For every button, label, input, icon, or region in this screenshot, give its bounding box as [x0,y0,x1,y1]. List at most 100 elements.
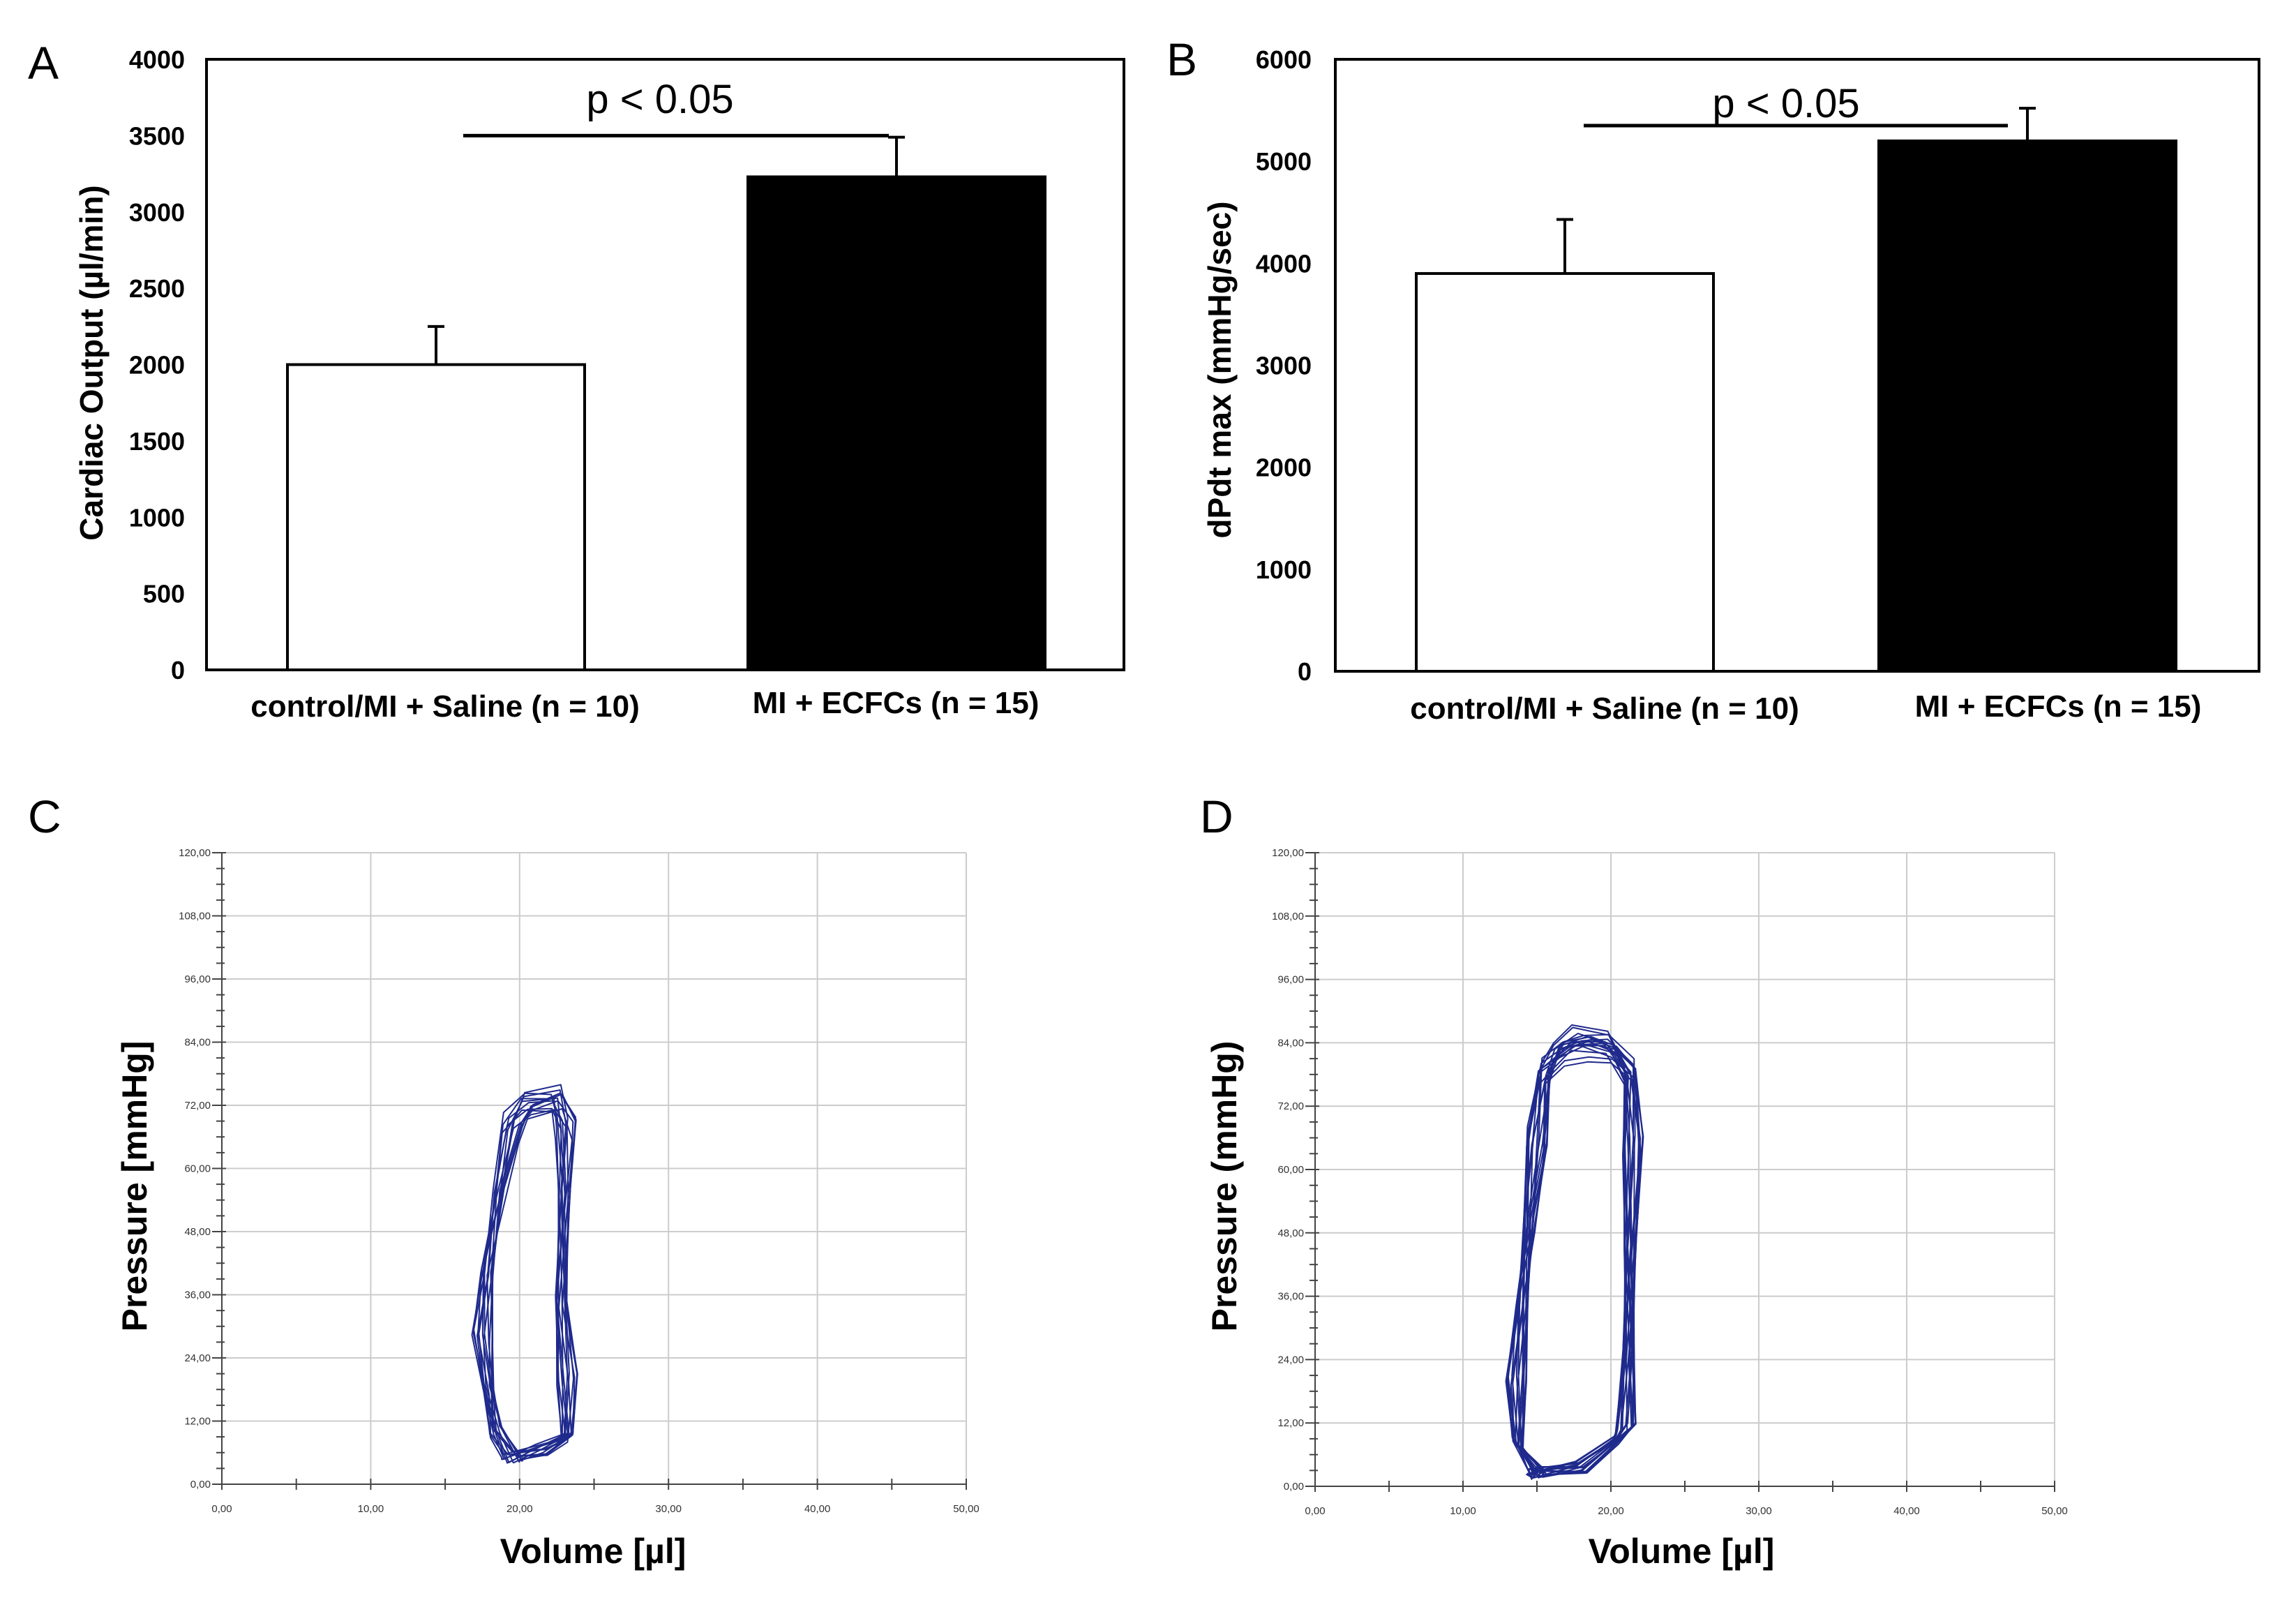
y-tick-d-1: 12,00 [1277,1417,1304,1429]
y-tick-labels-a: 0 500 1000 1500 2000 2500 3000 3500 4000 [129,45,185,685]
panel-letter-d: D [1200,791,1233,842]
pv-loop-d-16 [1522,1056,1642,1476]
y-tick-d-0: 0,00 [1284,1481,1304,1493]
bar-a-2 [746,175,1046,671]
y-tick-c-4: 48,00 [184,1226,211,1238]
pv-loop-c-3 [478,1100,570,1463]
pv-loop-d-12 [1517,1033,1636,1476]
y-tick-a-500: 500 [143,580,185,608]
y-tick-c-3: 36,00 [184,1290,211,1301]
significance-label-b: p < 0.05 [1712,81,1859,126]
y-tick-a-1500: 1500 [129,427,185,456]
bar-a-1 [286,363,586,671]
y-tick-c-9: 108,00 [179,911,211,922]
pv-loop-c-11 [471,1109,563,1460]
y-tick-b-2000: 2000 [1256,454,1312,482]
y-tick-c-0: 0,00 [190,1479,211,1490]
x-tick-c-4: 40,00 [804,1503,831,1515]
y-tick-d-10: 120,00 [1272,847,1304,859]
y-tick-d-2: 24,00 [1277,1354,1304,1366]
x-tick-c-3: 30,00 [655,1503,682,1515]
pv-loop-d-17 [1517,1036,1640,1478]
x-tick-d-0: 0,00 [1305,1505,1325,1517]
y-tick-d-9: 108,00 [1272,911,1304,922]
y-tick-c-10: 120,00 [179,847,211,859]
x-axis-label-c: Volume [µl] [500,1532,686,1571]
x-tick-c-1: 10,00 [358,1503,384,1515]
y-tick-c-7: 84,00 [184,1037,211,1049]
x-tick-d-3: 30,00 [1746,1505,1772,1517]
x-tick-c-2: 20,00 [507,1503,533,1515]
category-label-b-2: MI + ECFCs (n = 15) [1915,689,2202,724]
pv-loop-c-14 [477,1107,569,1464]
pv-loop-d-14 [1510,1041,1632,1479]
x-tick-d-1: 10,00 [1450,1505,1476,1517]
panel-letter-a: A [28,37,59,89]
pv-loop-d-15 [1507,1045,1629,1477]
category-label-b-1: control/MI + Saline (n = 10) [1410,692,1799,726]
y-tick-c-6: 72,00 [184,1100,211,1112]
y-tick-a-4000: 4000 [129,45,185,74]
significance-a: p < 0.05 [463,77,889,137]
bar-group-a [286,135,1046,671]
tick-labels-d: 0,00 12,00 24,00 36,00 48,00 60,00 72,00 84,00 9… [1272,847,2068,1517]
pv-loop-d-18 [1506,1024,1628,1474]
grid-d [1315,852,2055,1486]
panel-a: A 0 500 1000 1500 2000 2500 3000 3500 4000 p < 0… [28,37,1125,724]
y-tick-a-2500: 2500 [129,274,185,303]
x-tick-c-5: 50,00 [953,1503,980,1515]
y-axis-label-d: Pressure (mmHg) [1205,1041,1244,1332]
y-tick-c-2: 24,00 [184,1352,211,1364]
y-tick-labels-b: 0 1000 2000 3000 4000 5000 6000 [1256,45,1312,686]
pv-loops-d [1505,1024,1644,1480]
grid-c [222,852,967,1484]
panel-letter-c: C [28,791,61,842]
plot-frame-a [205,58,1125,671]
y-tick-b-1000: 1000 [1256,555,1312,584]
y-tick-b-6000: 6000 [1256,45,1312,74]
bar-b-1 [1415,271,1715,673]
pv-loop-d-13 [1520,1036,1644,1476]
pv-loop-c-12 [483,1084,570,1453]
y-tick-a-3500: 3500 [129,121,185,150]
category-label-a-2: MI + ECFCs (n = 15) [753,686,1040,720]
y-tick-c-1: 12,00 [184,1416,211,1428]
y-tick-a-1000: 1000 [129,503,185,532]
panel-letter-b: B [1166,33,1197,85]
y-tick-c-8: 96,00 [184,973,211,985]
plot-frame-b [1334,58,2260,673]
bar-group-b [1415,107,2177,673]
x-axis-label-d: Volume [µl] [1589,1532,1775,1571]
y-tick-b-3000: 3000 [1256,352,1312,380]
panel-c: C 0,00 12,00 24,00 36,00 48,00 60,00 72,00 84,0… [28,791,980,1571]
category-label-a-1: control/MI + Saline (n = 10) [250,689,639,724]
pv-loop-c-10 [483,1109,572,1464]
y-tick-d-7: 84,00 [1277,1037,1304,1049]
y-tick-b-0: 0 [1298,657,1312,686]
axes-c [212,852,967,1490]
x-tick-d-2: 20,00 [1598,1505,1624,1517]
panel-b: B 0 1000 2000 3000 4000 5000 6000 p < 0.05 con… [1166,33,2260,726]
y-tick-c-5: 60,00 [184,1163,211,1175]
y-tick-a-2000: 2000 [129,351,185,380]
y-tick-d-3: 36,00 [1277,1291,1304,1303]
pv-loop-c-5 [486,1108,574,1458]
pv-loops-c [471,1084,578,1464]
x-tick-c-0: 0,00 [211,1503,232,1515]
y-tick-d-6: 72,00 [1277,1100,1304,1112]
y-tick-a-0: 0 [171,656,185,685]
y-tick-d-8: 96,00 [1277,974,1304,986]
y-tick-a-3000: 3000 [129,198,185,227]
significance-b: p < 0.05 [1584,81,2008,128]
y-tick-b-5000: 5000 [1256,147,1312,176]
axes-d [1305,852,2055,1492]
panel-d: D 0,00 12,00 24,00 36,00 48,00 60,00 72,00 84,0… [1200,791,2068,1571]
pv-loop-c-13 [490,1092,578,1462]
y-axis-label-b: dPdt max (mmHg/sec) [1201,201,1238,538]
x-tick-d-4: 40,00 [1893,1505,1920,1517]
y-tick-d-5: 60,00 [1277,1164,1304,1176]
significance-label-a: p < 0.05 [586,77,733,122]
bar-b-2 [1877,139,2177,673]
tick-labels-c: 0,00 12,00 24,00 36,00 48,00 60,00 72,00 84,00 9… [179,847,980,1515]
